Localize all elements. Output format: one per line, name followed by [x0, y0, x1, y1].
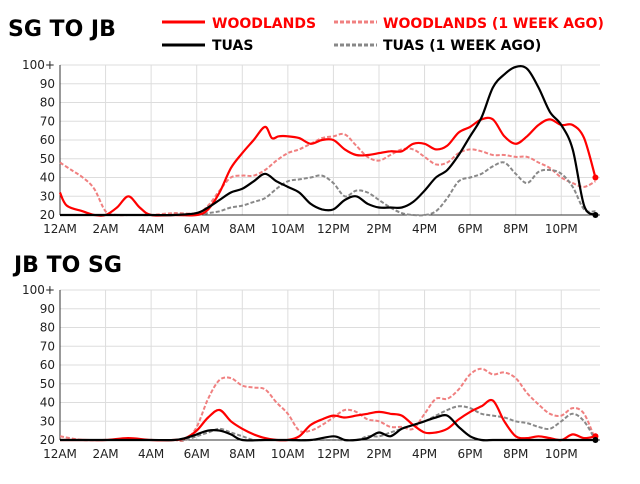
x-tick-label: 12PM — [317, 222, 350, 236]
chart-panel-jb-to-sg: 20 30 40 50 60 70 80 90 100+ 12AM 2AM 4AM 6AM 8AM 10AM… — [22, 283, 600, 461]
x-tick-label: 8PM — [503, 222, 528, 236]
series-end-marker-woodlands — [592, 174, 599, 181]
chart-panel-sg-to-jb: 20 30 40 50 60 70 80 90 100+ 12AM 2AM 4AM 6AM 8AM 10AM… — [22, 58, 600, 236]
y-tick-label: 20 — [40, 433, 55, 447]
series-line-woodlands — [58, 116, 597, 217]
y-tick-label: 100+ — [22, 58, 55, 72]
y-tick-label: 100+ — [22, 283, 55, 297]
x-tick-label: 10PM — [545, 222, 578, 236]
x-tick-label: 6AM — [184, 447, 210, 461]
x-tick-label: 12AM — [43, 222, 77, 236]
y-tick-label: 30 — [40, 189, 55, 203]
series-line-tuas-prev — [60, 161, 596, 217]
y-tick-label: 40 — [40, 396, 55, 410]
y-tick-label: 20 — [40, 208, 55, 222]
legend-label-woodlands: WOODLANDS — [212, 16, 316, 32]
x-tick-label: 6PM — [458, 222, 483, 236]
x-tick-label: 4PM — [412, 447, 437, 461]
y-tick-label: 70 — [40, 114, 55, 128]
y-tick-label: 80 — [40, 321, 55, 335]
x-tick-label: 4AM — [138, 447, 164, 461]
legend-label-woodlands-prev: WOODLANDS (1 WEEK AGO) — [383, 16, 604, 32]
y-tick-label: 80 — [40, 96, 55, 110]
y-tick-label: 70 — [40, 339, 55, 353]
x-tick-label: 2PM — [366, 222, 391, 236]
x-tick-label: 2AM — [92, 447, 118, 461]
series-line-tuas-prev — [60, 405, 597, 442]
x-tick-label: 12PM — [317, 447, 350, 461]
series-line-tuas — [60, 414, 596, 442]
x-tick-label: 10AM — [271, 222, 305, 236]
y-tick-label: 50 — [40, 377, 55, 391]
x-tick-label: 4AM — [138, 222, 164, 236]
legend: WOODLANDS WOODLANDS (1 WEEK AGO) TUAS TU… — [162, 16, 604, 54]
x-tick-label: 2AM — [92, 222, 118, 236]
x-tick-label: 10AM — [271, 447, 305, 461]
x-tick-label: 8AM — [229, 447, 255, 461]
series-line-woodlands-prev — [59, 367, 597, 442]
chart-title-jb-to-sg: JB TO SG — [12, 253, 122, 278]
x-tick-label: 6AM — [184, 222, 210, 236]
series-end-marker-tuas — [592, 437, 599, 443]
x-tick-label: 4PM — [412, 222, 437, 236]
legend-label-tuas-prev: TUAS (1 WEEK AGO) — [383, 38, 541, 54]
y-tick-label: 30 — [40, 414, 55, 428]
x-tick-label: 8AM — [229, 222, 255, 236]
x-tick-label: 12AM — [43, 447, 77, 461]
series-line-woodlands — [60, 398, 596, 442]
series-end-marker-tuas — [592, 212, 599, 218]
legend-label-tuas: TUAS — [212, 38, 253, 54]
x-tick-label: 8PM — [503, 447, 528, 461]
x-tick-label: 6PM — [458, 447, 483, 461]
y-tick-label: 50 — [40, 152, 55, 166]
y-tick-label: 60 — [40, 133, 55, 147]
y-tick-label: 40 — [40, 171, 55, 185]
x-tick-label: 10PM — [545, 447, 578, 461]
chart-title-sg-to-jb: SG TO JB — [8, 17, 116, 42]
y-tick-label: 90 — [40, 77, 55, 91]
y-tick-label: 60 — [40, 358, 55, 372]
series-line-tuas — [60, 65, 597, 217]
y-tick-label: 90 — [40, 302, 55, 316]
x-tick-label: 2PM — [366, 447, 391, 461]
